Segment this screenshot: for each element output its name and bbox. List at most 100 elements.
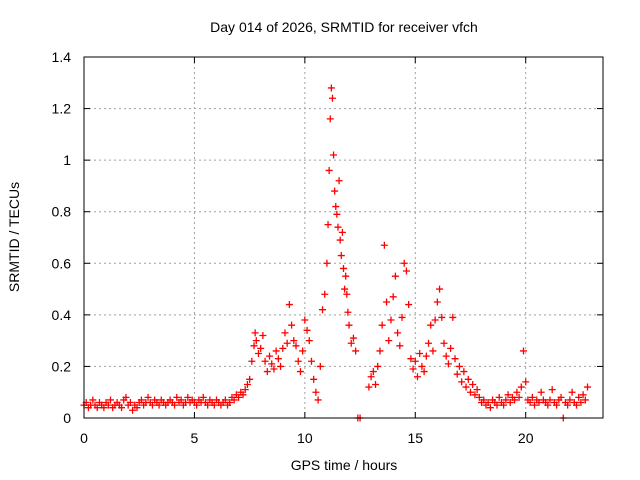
data-point xyxy=(444,360,452,368)
data-point xyxy=(398,313,406,321)
x-tick-label: 5 xyxy=(191,430,199,446)
data-point xyxy=(324,221,332,229)
data-point xyxy=(148,401,156,409)
data-point xyxy=(314,396,322,404)
data-point xyxy=(325,166,333,174)
data-point xyxy=(429,347,437,355)
data-point xyxy=(566,396,574,404)
data-point xyxy=(193,401,201,409)
data-point xyxy=(544,401,552,409)
data-points xyxy=(80,84,592,422)
data-point xyxy=(447,344,455,352)
data-point xyxy=(579,391,587,399)
data-point xyxy=(171,401,179,409)
data-point xyxy=(288,321,296,329)
data-point xyxy=(480,396,488,404)
data-point xyxy=(221,396,229,404)
data-point xyxy=(257,344,265,352)
x-tick-label: 0 xyxy=(80,430,88,446)
data-point xyxy=(235,393,243,401)
data-point xyxy=(210,401,218,409)
data-point xyxy=(413,373,421,381)
data-point xyxy=(405,301,413,309)
data-point xyxy=(500,401,508,409)
data-point xyxy=(581,396,589,404)
y-tick-label: 0 xyxy=(63,410,71,426)
data-point xyxy=(389,293,397,301)
data-point xyxy=(537,388,545,396)
data-point xyxy=(433,298,441,306)
data-point xyxy=(251,329,259,337)
x-tick-label: 15 xyxy=(407,430,423,446)
y-tick-label: 0.8 xyxy=(52,204,72,220)
data-point xyxy=(307,357,315,365)
data-point xyxy=(155,401,163,409)
series-srmtid xyxy=(80,84,592,422)
chart-title: Day 014 of 2026, SRMTID for receiver vfc… xyxy=(210,19,478,35)
data-point xyxy=(391,272,399,280)
data-point xyxy=(133,404,141,412)
data-point xyxy=(100,404,108,412)
data-point xyxy=(107,396,115,404)
data-point xyxy=(333,210,341,218)
data-point xyxy=(144,393,152,401)
data-point xyxy=(531,401,539,409)
data-point xyxy=(252,337,260,345)
data-point xyxy=(321,290,329,298)
data-point xyxy=(173,393,181,401)
y-tick-label: 1.4 xyxy=(52,49,72,65)
data-point xyxy=(369,368,377,376)
data-point xyxy=(338,228,346,236)
data-point xyxy=(495,393,503,401)
data-point xyxy=(93,404,101,412)
data-point xyxy=(342,272,350,280)
axis-ticks xyxy=(83,56,603,419)
data-point xyxy=(340,264,347,272)
data-point xyxy=(137,396,145,404)
data-point xyxy=(365,383,373,391)
data-point xyxy=(118,404,126,412)
data-point xyxy=(535,399,543,407)
data-point xyxy=(394,329,402,337)
data-point xyxy=(177,396,185,404)
data-point xyxy=(341,285,349,293)
data-point xyxy=(522,378,530,386)
data-point xyxy=(504,391,512,399)
data-point xyxy=(343,290,351,298)
y-tick-label: 0.4 xyxy=(52,307,72,323)
data-point xyxy=(126,399,134,407)
data-point xyxy=(462,383,470,391)
data-point xyxy=(418,362,426,370)
data-point xyxy=(471,391,479,399)
data-point xyxy=(204,401,212,409)
data-point xyxy=(266,352,274,360)
data-point xyxy=(184,393,192,401)
axis-tick-labels: 0 5 10 15 20 0 0.2 0.4 0.6 0.8 1 1.2 1.4 xyxy=(52,49,534,446)
data-point xyxy=(239,391,247,399)
data-point xyxy=(466,388,474,396)
x-tick-label: 20 xyxy=(518,430,534,446)
data-point xyxy=(347,339,355,347)
data-point xyxy=(319,306,327,314)
data-point xyxy=(469,380,477,388)
data-point xyxy=(241,386,249,394)
data-point xyxy=(285,301,293,309)
data-point xyxy=(427,321,435,329)
data-point xyxy=(301,316,309,324)
data-point xyxy=(283,339,291,347)
data-point xyxy=(502,396,510,404)
data-point xyxy=(420,368,428,376)
data-point xyxy=(568,388,576,396)
data-point xyxy=(409,365,417,373)
data-point xyxy=(436,285,444,293)
data-point xyxy=(577,399,585,407)
data-point xyxy=(464,375,472,383)
data-point xyxy=(279,344,287,352)
data-point xyxy=(292,342,300,350)
data-point xyxy=(584,383,592,391)
data-point xyxy=(246,375,254,383)
data-point xyxy=(378,321,386,329)
data-point xyxy=(323,259,331,267)
data-point xyxy=(453,370,461,378)
